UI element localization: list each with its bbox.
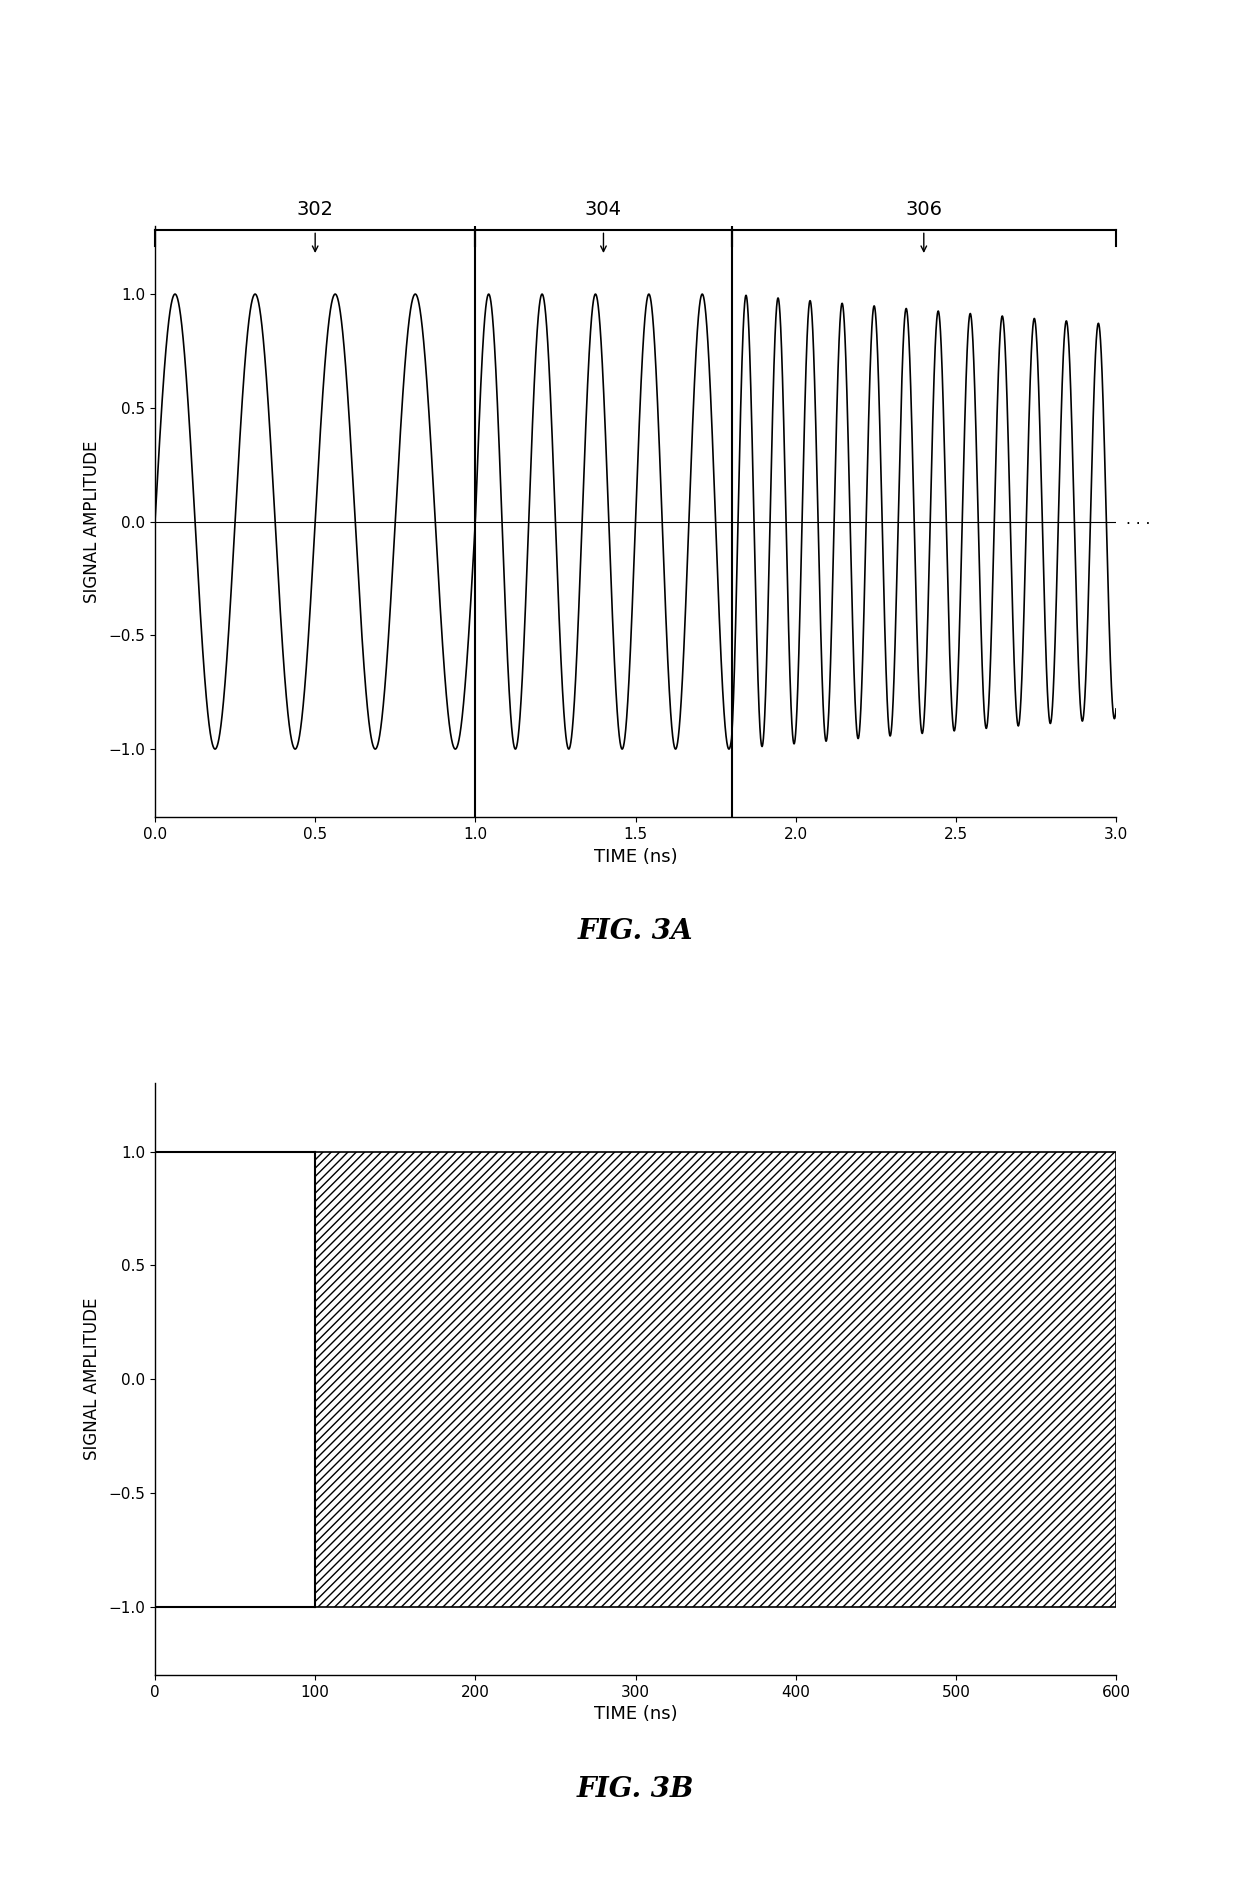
Text: 306: 306	[905, 199, 942, 218]
Text: . . .: . . .	[1126, 512, 1149, 527]
Text: FIG. 3A: FIG. 3A	[578, 918, 693, 945]
Y-axis label: SIGNAL AMPLITUDE: SIGNAL AMPLITUDE	[83, 1299, 102, 1460]
Y-axis label: SIGNAL AMPLITUDE: SIGNAL AMPLITUDE	[83, 440, 102, 602]
X-axis label: TIME (ns): TIME (ns)	[594, 1705, 677, 1724]
Bar	[315, 1152, 1116, 1607]
Text: 304: 304	[585, 199, 622, 218]
X-axis label: TIME (ns): TIME (ns)	[594, 847, 677, 866]
Text: 302: 302	[296, 199, 334, 218]
Text: FIG. 3B: FIG. 3B	[577, 1775, 694, 1803]
